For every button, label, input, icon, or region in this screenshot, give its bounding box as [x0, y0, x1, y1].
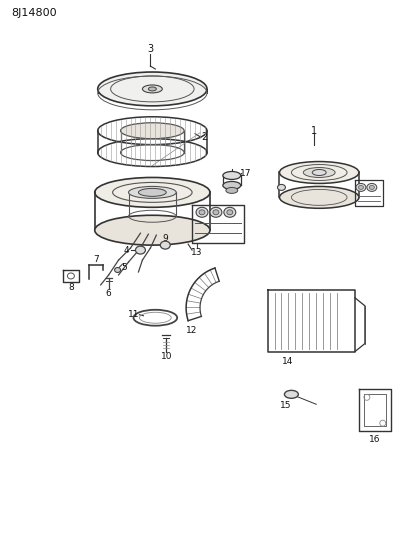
Text: 9: 9	[162, 233, 168, 243]
Ellipse shape	[199, 210, 205, 215]
Ellipse shape	[196, 207, 208, 217]
Text: 14: 14	[282, 357, 293, 366]
Ellipse shape	[356, 183, 366, 191]
Ellipse shape	[213, 210, 219, 215]
Text: 2: 2	[201, 132, 207, 142]
Ellipse shape	[359, 185, 364, 189]
Text: 8J14800: 8J14800	[11, 9, 57, 18]
Text: 16: 16	[369, 434, 381, 443]
Ellipse shape	[312, 169, 326, 175]
Ellipse shape	[210, 207, 222, 217]
Text: 17: 17	[240, 169, 251, 178]
Ellipse shape	[224, 207, 236, 217]
Ellipse shape	[369, 185, 374, 189]
Ellipse shape	[284, 390, 298, 398]
Text: 13: 13	[191, 247, 203, 256]
Text: 4: 4	[124, 246, 129, 255]
Text: 1: 1	[311, 126, 317, 136]
Ellipse shape	[277, 184, 286, 190]
Ellipse shape	[303, 167, 335, 177]
Ellipse shape	[227, 210, 233, 215]
Text: 5: 5	[122, 263, 127, 272]
Text: 10: 10	[160, 352, 172, 361]
Text: 7: 7	[93, 255, 99, 263]
Ellipse shape	[129, 187, 176, 198]
Ellipse shape	[95, 215, 210, 245]
Ellipse shape	[223, 181, 241, 189]
Text: 15: 15	[280, 401, 291, 410]
Ellipse shape	[138, 188, 166, 196]
Ellipse shape	[223, 172, 241, 180]
Ellipse shape	[279, 187, 359, 208]
Ellipse shape	[279, 161, 359, 183]
Text: 12: 12	[186, 326, 197, 335]
Ellipse shape	[142, 85, 162, 93]
Text: 11: 11	[128, 310, 139, 319]
Ellipse shape	[149, 87, 156, 91]
Ellipse shape	[367, 183, 377, 191]
Ellipse shape	[95, 177, 210, 207]
Text: 8: 8	[68, 284, 74, 293]
Text: 6: 6	[106, 289, 111, 298]
Ellipse shape	[135, 246, 145, 254]
Text: 3: 3	[147, 44, 153, 54]
Ellipse shape	[98, 72, 207, 106]
Ellipse shape	[160, 241, 170, 249]
Ellipse shape	[115, 268, 121, 272]
Ellipse shape	[226, 188, 238, 193]
Ellipse shape	[121, 123, 184, 139]
